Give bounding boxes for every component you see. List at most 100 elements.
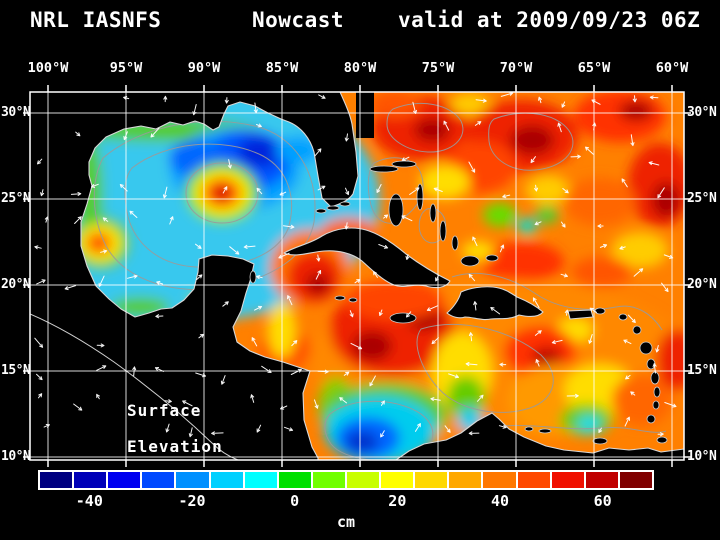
current-vector-arrow <box>435 274 439 282</box>
current-vector-arrow <box>34 337 44 348</box>
colorbar <box>38 470 654 490</box>
current-vector-arrow <box>648 161 660 166</box>
current-vector-arrow <box>315 270 322 280</box>
current-vector-arrow <box>498 424 507 429</box>
current-vector-arrow <box>627 314 636 323</box>
current-vector-arrow <box>551 339 563 345</box>
current-vector-arrow <box>150 127 160 138</box>
current-vector-arrow <box>182 400 193 407</box>
colorbar-cell <box>107 471 142 489</box>
lat-label: 25°N <box>1 191 31 206</box>
current-vector-arrow <box>534 184 539 192</box>
colorbar-tick-label: 40 <box>490 492 510 510</box>
colorbar-cell <box>209 471 244 489</box>
current-vector-arrow <box>630 391 636 396</box>
lat-label: 15°N <box>687 363 717 378</box>
current-vector-arrow <box>589 307 597 313</box>
colorbar-cell <box>550 471 585 489</box>
colorbar-cell <box>73 471 108 489</box>
current-vector-arrow <box>129 210 138 218</box>
lon-label: 85°W <box>265 60 299 76</box>
current-vector-arrow <box>349 310 354 318</box>
current-vector-arrow <box>344 133 349 142</box>
lon-label: 75°W <box>421 60 455 76</box>
colorbar-cell <box>141 471 176 489</box>
current-vector-arrow <box>630 134 635 147</box>
current-vector-arrow <box>649 95 659 100</box>
current-vector-arrow <box>119 184 128 192</box>
current-vectors <box>34 92 677 438</box>
current-vector-arrow <box>290 368 302 375</box>
current-vector-arrow <box>256 187 263 195</box>
current-vector-arrow <box>378 244 389 249</box>
current-vector-arrow <box>426 305 439 312</box>
current-vector-arrow <box>250 394 255 403</box>
current-vector-arrow <box>196 274 203 280</box>
lat-label: 10°N <box>687 449 717 464</box>
current-vector-arrow <box>253 102 258 114</box>
current-vector-arrow <box>91 183 99 188</box>
colorbar-cell <box>380 471 415 489</box>
current-vector-arrow <box>220 375 226 385</box>
current-vector-arrow <box>354 279 361 284</box>
axis-ticks <box>23 85 691 467</box>
current-vector-arrow <box>96 365 107 371</box>
current-vector-arrow <box>162 186 168 199</box>
land-masses <box>30 92 684 460</box>
surface-elevation-label: Surface Elevation <box>127 393 223 465</box>
current-vector-arrow <box>287 295 293 306</box>
current-vector-arrow <box>291 340 298 347</box>
current-vector-arrow <box>40 189 45 197</box>
current-vector-arrow <box>401 156 410 161</box>
colorbar-cell <box>243 471 278 489</box>
current-vector-arrow <box>530 156 536 164</box>
current-vector-arrow <box>256 275 263 280</box>
current-vector-arrow <box>36 279 46 285</box>
current-vector-arrow <box>560 273 568 278</box>
current-vector-arrow <box>344 222 349 230</box>
current-vector-arrow <box>624 416 630 427</box>
current-vector-arrow <box>369 375 376 387</box>
colorbar-cell <box>39 471 74 489</box>
lon-label: 65°W <box>577 60 611 76</box>
lon-label: 70°W <box>499 60 533 76</box>
current-vector-arrow <box>70 191 82 196</box>
current-vector-arrow <box>661 282 669 292</box>
title-product: Nowcast <box>252 8 345 32</box>
colorbar-cell <box>482 471 517 489</box>
current-vector-arrow <box>222 186 228 194</box>
current-vector-arrow <box>256 424 262 433</box>
current-vector-arrow <box>474 121 482 126</box>
current-vector-arrow <box>75 131 81 137</box>
current-vector-arrow <box>621 178 628 188</box>
current-vector-arrow <box>444 425 451 433</box>
current-vector-arrow <box>652 363 657 374</box>
ssh-field <box>30 92 684 460</box>
current-vector-arrow <box>657 187 665 199</box>
current-vector-arrow <box>279 191 287 196</box>
lon-label: 90°W <box>187 60 221 76</box>
current-vector-arrow <box>256 123 262 128</box>
current-vector-arrow <box>443 120 450 131</box>
current-vector-arrow <box>405 254 410 260</box>
current-vector-arrow <box>632 95 637 103</box>
current-vector-arrow <box>165 423 170 433</box>
current-vector-arrow <box>412 101 417 114</box>
colorbar-cell <box>277 471 312 489</box>
current-vector-arrow <box>154 367 164 372</box>
current-vector-arrow <box>561 101 566 108</box>
current-vector-arrow <box>224 97 229 104</box>
current-vector-arrow <box>409 187 420 195</box>
current-vector-arrow <box>415 423 421 432</box>
current-vector-arrow <box>100 249 108 254</box>
current-vector-arrow <box>473 301 478 311</box>
current-vector-arrow <box>339 397 347 404</box>
current-vector-arrow <box>475 98 487 103</box>
current-vector-arrow <box>74 216 82 224</box>
land-hispaniola <box>446 286 544 321</box>
surface-elevation-line2: Elevation <box>127 437 223 456</box>
current-vector-arrow <box>169 216 174 225</box>
current-vector-arrow <box>123 96 130 100</box>
current-vector-arrow <box>378 309 383 316</box>
current-vector-arrow <box>155 314 164 319</box>
